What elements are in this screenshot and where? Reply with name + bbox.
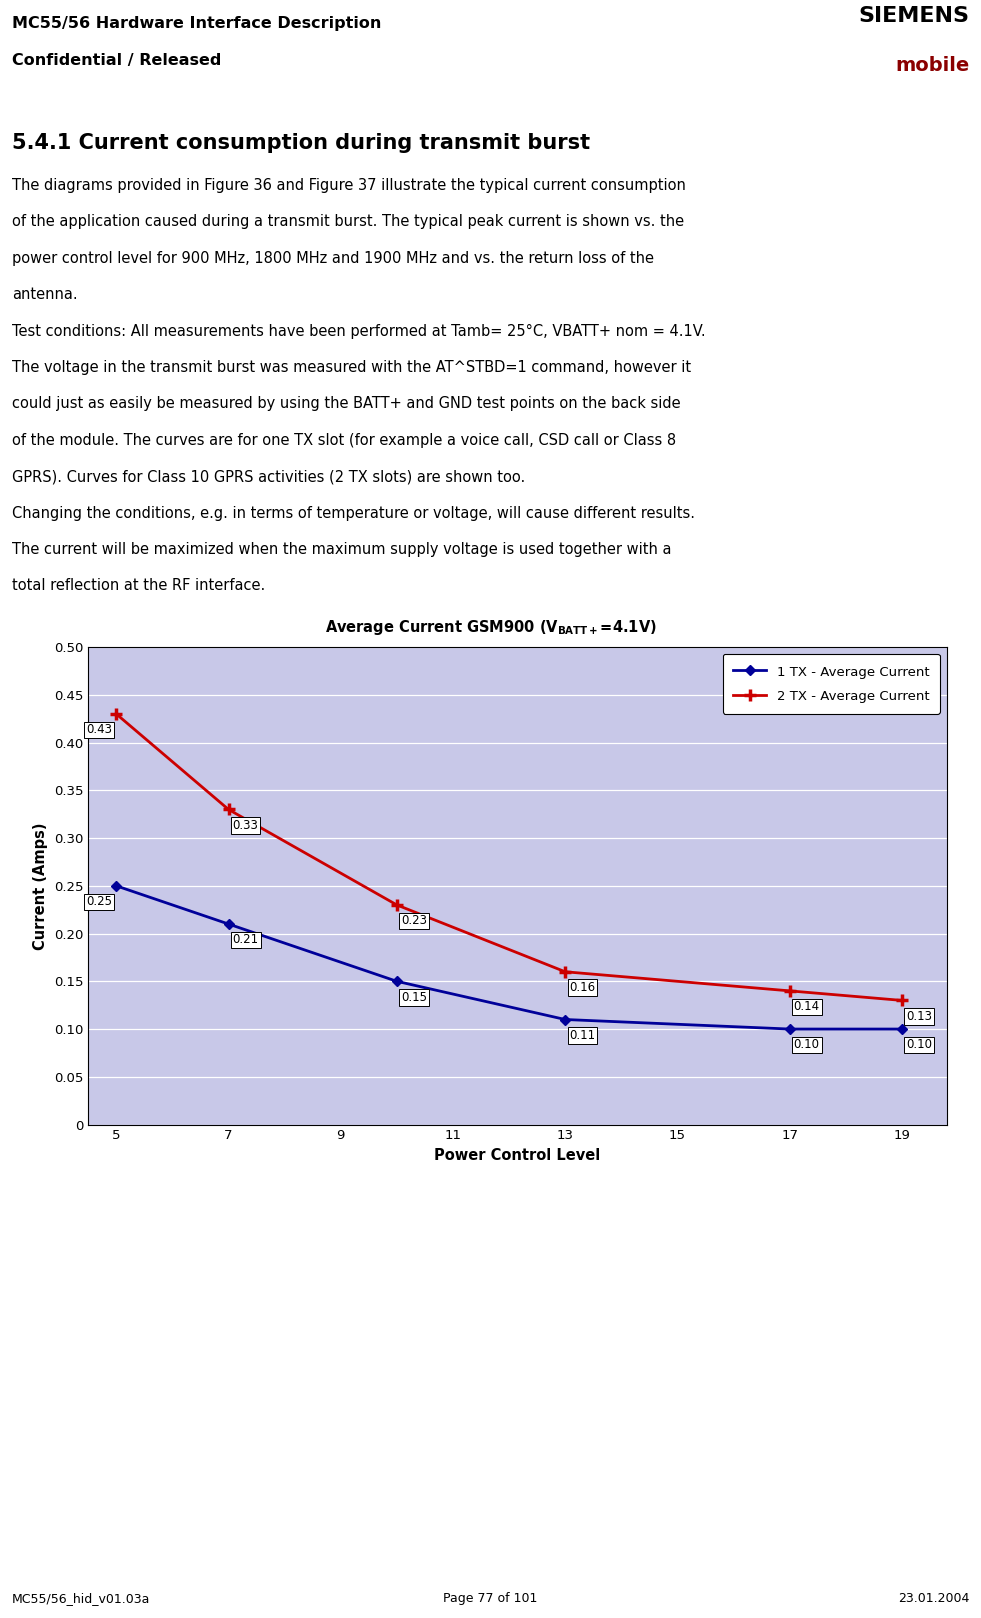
Text: 0.13: 0.13 bbox=[905, 1010, 932, 1023]
Text: total reflection at the RF interface.: total reflection at the RF interface. bbox=[12, 579, 265, 594]
1 TX - Average Current bbox=[223, 914, 234, 934]
Text: 0.23: 0.23 bbox=[401, 914, 427, 927]
2 TX - Average Current bbox=[784, 981, 796, 1000]
Text: 5.4.1 Current consumption during transmit burst: 5.4.1 Current consumption during transmi… bbox=[12, 133, 590, 152]
2 TX - Average Current bbox=[391, 895, 403, 914]
Text: 0.25: 0.25 bbox=[85, 895, 112, 908]
X-axis label: Power Control Level: Power Control Level bbox=[435, 1147, 600, 1163]
Text: 0.10: 0.10 bbox=[905, 1039, 932, 1052]
Text: Confidential / Released: Confidential / Released bbox=[12, 53, 221, 68]
1 TX - Average Current bbox=[111, 877, 123, 896]
Text: 23.01.2004: 23.01.2004 bbox=[898, 1592, 969, 1605]
Text: Average Current GSM900 (V$_{\mathregular{BATT+}}$=4.1V): Average Current GSM900 (V$_{\mathregular… bbox=[325, 618, 656, 637]
Text: MC55/56_hid_v01.03a: MC55/56_hid_v01.03a bbox=[12, 1592, 150, 1605]
Text: Changing the conditions, e.g. in terms of temperature or voltage, will cause dif: Changing the conditions, e.g. in terms o… bbox=[12, 506, 695, 521]
1 TX - Average Current bbox=[559, 1010, 571, 1029]
Text: 0.43: 0.43 bbox=[85, 723, 112, 736]
Y-axis label: Current (Amps): Current (Amps) bbox=[33, 822, 48, 950]
Text: GPRS). Curves for Class 10 GPRS activities (2 TX slots) are shown too.: GPRS). Curves for Class 10 GPRS activiti… bbox=[12, 469, 525, 484]
1 TX - Average Current bbox=[784, 1019, 796, 1039]
2 TX - Average Current bbox=[559, 963, 571, 982]
Text: 0.33: 0.33 bbox=[232, 819, 259, 832]
Text: 0.11: 0.11 bbox=[569, 1029, 595, 1042]
Line: 2 TX - Average Current: 2 TX - Average Current bbox=[110, 707, 908, 1006]
2 TX - Average Current bbox=[223, 799, 234, 819]
Text: mobile: mobile bbox=[895, 57, 969, 74]
Text: 0.21: 0.21 bbox=[232, 934, 259, 947]
Text: 0.10: 0.10 bbox=[794, 1039, 820, 1052]
2 TX - Average Current bbox=[896, 990, 907, 1010]
1 TX - Average Current bbox=[391, 971, 403, 990]
Legend: 1 TX - Average Current, 2 TX - Average Current: 1 TX - Average Current, 2 TX - Average C… bbox=[723, 654, 940, 714]
Text: Test conditions: All measurements have been performed at Tamb= 25°C, VBATT+ nom : Test conditions: All measurements have b… bbox=[12, 324, 705, 338]
2 TX - Average Current bbox=[111, 704, 123, 723]
Text: 0.15: 0.15 bbox=[401, 990, 427, 1003]
Text: SIEMENS: SIEMENS bbox=[858, 6, 969, 26]
Text: of the application caused during a transmit burst. The typical peak current is s: of the application caused during a trans… bbox=[12, 215, 684, 230]
Text: power control level for 900 MHz, 1800 MHz and 1900 MHz and vs. the return loss o: power control level for 900 MHz, 1800 MH… bbox=[12, 251, 653, 265]
Text: 0.16: 0.16 bbox=[569, 981, 595, 993]
Line: 1 TX - Average Current: 1 TX - Average Current bbox=[113, 882, 905, 1032]
Text: of the module. The curves are for one TX slot (for example a voice call, CSD cal: of the module. The curves are for one TX… bbox=[12, 434, 676, 448]
Text: Page 77 of 101: Page 77 of 101 bbox=[443, 1592, 538, 1605]
Text: The voltage in the transmit burst was measured with the AT^STBD=1 command, howev: The voltage in the transmit burst was me… bbox=[12, 361, 691, 375]
Text: could just as easily be measured by using the BATT+ and GND test points on the b: could just as easily be measured by usin… bbox=[12, 396, 681, 411]
1 TX - Average Current bbox=[896, 1019, 907, 1039]
Text: antenna.: antenna. bbox=[12, 288, 77, 303]
Text: MC55/56 Hardware Interface Description: MC55/56 Hardware Interface Description bbox=[12, 16, 382, 31]
Text: 0.14: 0.14 bbox=[794, 1000, 820, 1013]
Text: The diagrams provided in Figure 36 and Figure 37 illustrate the typical current : The diagrams provided in Figure 36 and F… bbox=[12, 178, 686, 193]
Text: The current will be maximized when the maximum supply voltage is used together w: The current will be maximized when the m… bbox=[12, 542, 671, 557]
